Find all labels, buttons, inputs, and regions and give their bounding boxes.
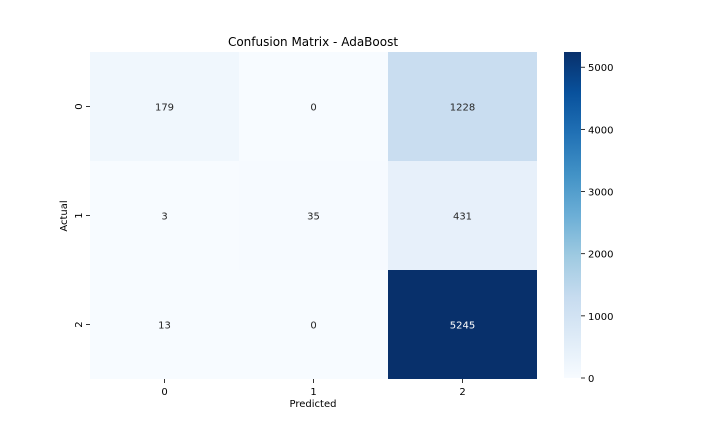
- heatmap-cell-1-0: [90, 161, 239, 270]
- cell-value-0-0: 179: [155, 103, 174, 114]
- x-tick-label-2: 2: [459, 387, 465, 398]
- y-tick-label-1: 1: [74, 212, 85, 218]
- x-axis-ticks: 0 1 2: [161, 379, 466, 398]
- cell-value-1-1: 35: [307, 212, 320, 223]
- x-axis-label: Predicted: [290, 399, 337, 410]
- y-tick-label-0: 0: [74, 103, 85, 109]
- colorbar-tick-label-3000: 3000: [588, 188, 613, 199]
- colorbar-tick-label-5000: 5000: [588, 63, 613, 74]
- heatmap-cell-2-1: [239, 270, 388, 379]
- heatmap-grid: 179 0 1228 3 35 431 13 0 5245: [90, 52, 537, 379]
- cell-value-2-1: 0: [310, 321, 316, 332]
- chart-title: Confusion Matrix - AdaBoost: [228, 35, 398, 49]
- heatmap-cell-0-0: [90, 52, 239, 161]
- heatmap-cell-1-1: [239, 161, 388, 270]
- heatmap-cell-2-0: [90, 270, 239, 379]
- heatmap-cell-2-2: [388, 270, 537, 379]
- y-tick-label-2: 2: [74, 321, 85, 327]
- colorbar-tick-label-0: 0: [588, 374, 594, 385]
- x-tick-label-1: 1: [310, 387, 316, 398]
- y-axis-ticks: 0 1 2: [74, 103, 90, 328]
- colorbar-tick-label-4000: 4000: [588, 125, 613, 136]
- colorbar: 0 1000 2000 3000 4000 5000: [564, 52, 613, 385]
- colorbar-tick-label-1000: 1000: [588, 312, 613, 323]
- heatmap-cell-0-2: [388, 52, 537, 161]
- cell-value-2-0: 13: [158, 321, 171, 332]
- heatmap-cell-1-2: [388, 161, 537, 270]
- colorbar-tick-label-2000: 2000: [588, 250, 613, 261]
- cell-value-1-0: 3: [161, 212, 167, 223]
- y-axis-label: Actual: [59, 200, 70, 231]
- colorbar-gradient: [564, 52, 581, 378]
- cell-value-0-1: 0: [310, 103, 316, 114]
- x-tick-label-0: 0: [161, 387, 167, 398]
- colorbar-ticks: 0 1000 2000 3000 4000 5000: [581, 63, 613, 385]
- cell-value-2-2: 5245: [450, 321, 475, 332]
- cell-value-1-2: 431: [453, 212, 472, 223]
- heatmap-cell-0-1: [239, 52, 388, 161]
- cell-value-0-2: 1228: [450, 103, 475, 114]
